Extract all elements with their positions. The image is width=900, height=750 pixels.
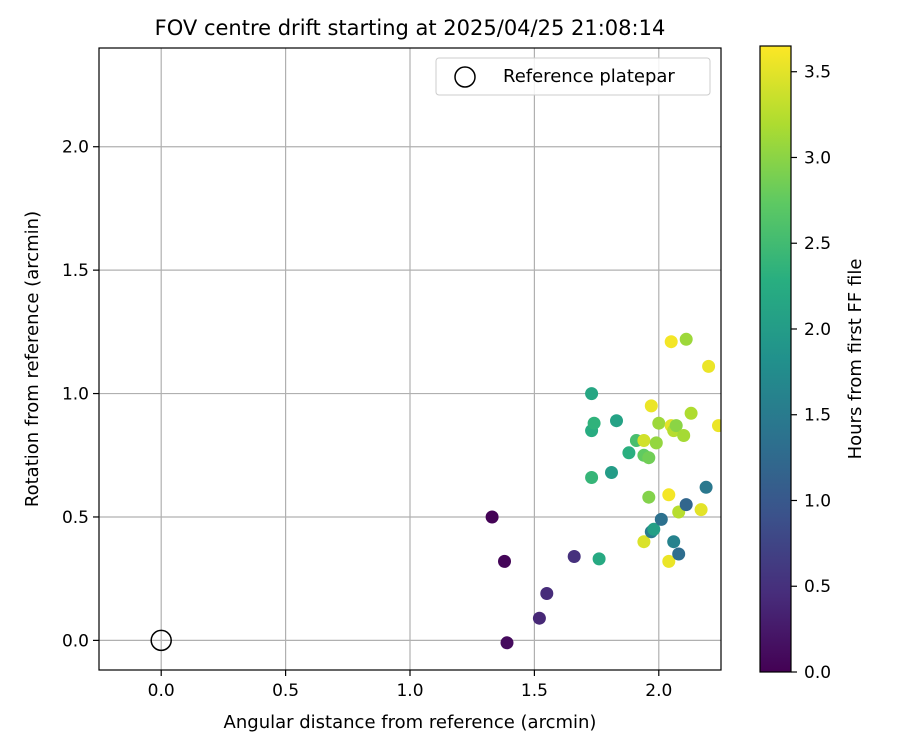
data-point xyxy=(712,419,721,433)
data-point xyxy=(662,554,676,568)
colorbar-tick-label: 2.0 xyxy=(804,320,831,340)
y-axis-label: Rotation from reference (arcmin) xyxy=(22,211,43,507)
colorbar-tick-label: 0.5 xyxy=(804,577,831,597)
data-point xyxy=(585,387,599,401)
data-point xyxy=(699,480,713,494)
data-point xyxy=(498,554,511,568)
data-point xyxy=(702,359,716,373)
x-axis-ticks: 0.0 0.5 1.0 1.5 2.0 xyxy=(148,670,672,701)
data-point xyxy=(592,552,606,566)
legend-box xyxy=(435,57,711,96)
data-point xyxy=(642,490,656,504)
data-point xyxy=(585,471,599,484)
data-point xyxy=(587,416,601,430)
data-point xyxy=(610,414,623,428)
colorbar-label: Hours from first FF file xyxy=(845,259,866,460)
x-tick-label: 1.0 xyxy=(396,681,423,701)
y-tick-label: 0.0 xyxy=(62,631,89,651)
x-tick-label: 0.5 xyxy=(272,681,299,701)
data-point xyxy=(637,535,651,549)
data-point xyxy=(664,335,678,349)
data-point xyxy=(662,488,676,502)
colorbar-tick-label: 3.0 xyxy=(804,148,831,168)
colorbar-tick-label: 1.5 xyxy=(804,406,831,426)
colorbar: 0.0 0.5 1.0 1.5 2.0 2.5 3.0 3.5 Hours from firs… xyxy=(759,45,866,683)
data-point xyxy=(667,535,681,549)
data-point xyxy=(679,498,693,512)
data-point xyxy=(567,550,581,563)
data-point xyxy=(679,332,693,346)
data-point xyxy=(622,446,636,460)
data-point xyxy=(652,416,666,430)
legend-label: Reference platepar xyxy=(503,66,675,87)
data-point xyxy=(540,587,554,600)
x-tick-label: 2.0 xyxy=(645,681,672,701)
y-tick-label: 0.5 xyxy=(62,508,89,528)
data-point xyxy=(669,419,683,433)
data-point xyxy=(649,436,663,450)
data-point xyxy=(532,611,546,625)
x-tick-label: 1.5 xyxy=(521,681,548,701)
grid xyxy=(99,48,721,670)
data-point xyxy=(644,399,658,413)
data-point xyxy=(672,547,686,561)
data-point xyxy=(647,522,661,536)
colorbar-tick-label: 1.0 xyxy=(804,491,831,511)
data-point xyxy=(642,451,656,465)
legend-marker xyxy=(454,66,476,88)
colorbar-tick-label: 0.0 xyxy=(804,663,831,683)
x-tick-label: 0.0 xyxy=(148,681,175,701)
reference-platepar-marker xyxy=(150,629,172,652)
x-axis-label: Angular distance from reference (arcmin) xyxy=(224,712,597,733)
data-point xyxy=(677,429,691,442)
data-point xyxy=(500,636,514,650)
chart-title: FOV centre drift starting at 2025/04/25 … xyxy=(155,16,666,40)
y-tick-label: 2.0 xyxy=(62,138,89,158)
y-axis-ticks: 0.0 0.5 1.0 1.5 2.0 xyxy=(62,138,99,651)
data-point xyxy=(485,510,499,524)
colorbar-ticks: 0.0 0.5 1.0 1.5 2.0 2.5 3.0 3.5 xyxy=(791,63,831,683)
data-point xyxy=(605,466,618,479)
colorbar-gradient xyxy=(759,45,792,673)
data-points xyxy=(485,332,721,650)
data-point xyxy=(654,512,668,526)
data-point xyxy=(694,503,708,517)
legend: Reference platepar xyxy=(435,57,711,96)
colorbar-tick-label: 3.5 xyxy=(804,63,831,83)
data-point xyxy=(637,434,651,447)
data-point xyxy=(684,406,698,420)
y-tick-label: 1.5 xyxy=(62,261,89,281)
colorbar-tick-label: 2.5 xyxy=(804,234,831,254)
y-tick-label: 1.0 xyxy=(62,385,89,405)
